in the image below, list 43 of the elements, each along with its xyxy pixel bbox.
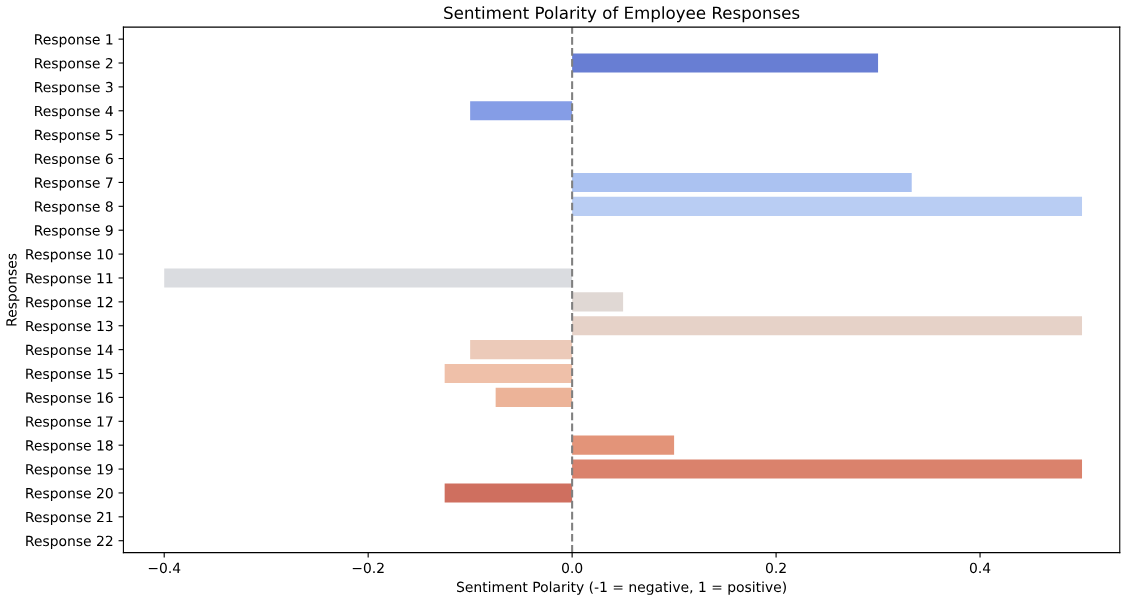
bar (572, 435, 675, 455)
bar (444, 363, 573, 384)
y-tick-label: Response 17 (26, 416, 113, 430)
bar (495, 387, 573, 407)
y-tick-label: Response 18 (26, 440, 113, 454)
y-tick-label: Response 9 (35, 225, 113, 239)
y-tick-label: Response 12 (26, 296, 113, 311)
y-tick-label: Response 13 (26, 320, 113, 334)
bar (572, 172, 912, 192)
x-tick-label: 0.4 (969, 562, 991, 574)
bar (572, 459, 1083, 479)
y-tick-label: Response 5 (35, 129, 113, 143)
y-tick-label: Response 3 (35, 81, 113, 96)
y-tick-label: Response 2 (35, 57, 113, 72)
bar (164, 268, 573, 288)
y-tick-label: Response 7 (35, 177, 113, 191)
y-axis-title: Responses (6, 253, 20, 326)
y-tick-label: Response 11 (26, 273, 113, 287)
x-tick-label: 0.2 (765, 562, 786, 574)
y-tick-label: Response 10 (26, 249, 113, 263)
bar (572, 292, 624, 312)
bar (572, 316, 1083, 336)
x-tick-label: −0.2 (352, 562, 384, 574)
bar (470, 101, 573, 121)
y-tick-label: Response 8 (35, 201, 113, 215)
y-tick-label: Response 15 (26, 368, 113, 382)
y-tick-label: Response 6 (35, 153, 113, 167)
y-tick-label: Response 21 (26, 511, 113, 525)
x-tick-label: −0.4 (148, 562, 181, 574)
x-tick-label: 0.0 (562, 562, 583, 574)
y-tick-label: Response 14 (26, 344, 113, 358)
y-tick-label: Response 19 (26, 464, 113, 478)
y-tick-label: Response 22 (26, 535, 113, 549)
bar (572, 53, 879, 73)
bar (572, 196, 1083, 216)
y-tick-label: Response 1 (35, 34, 113, 48)
chart-title: Sentiment Polarity of Employee Responses (444, 6, 800, 23)
y-tick-label: Response 20 (26, 487, 113, 502)
y-tick-label: Response 4 (35, 105, 113, 119)
bar (470, 340, 573, 360)
y-tick-label: Response 16 (26, 392, 113, 406)
bar (444, 483, 573, 503)
x-axis-title: Sentiment Polarity (-1 = negative, 1 = positive) (456, 581, 786, 595)
